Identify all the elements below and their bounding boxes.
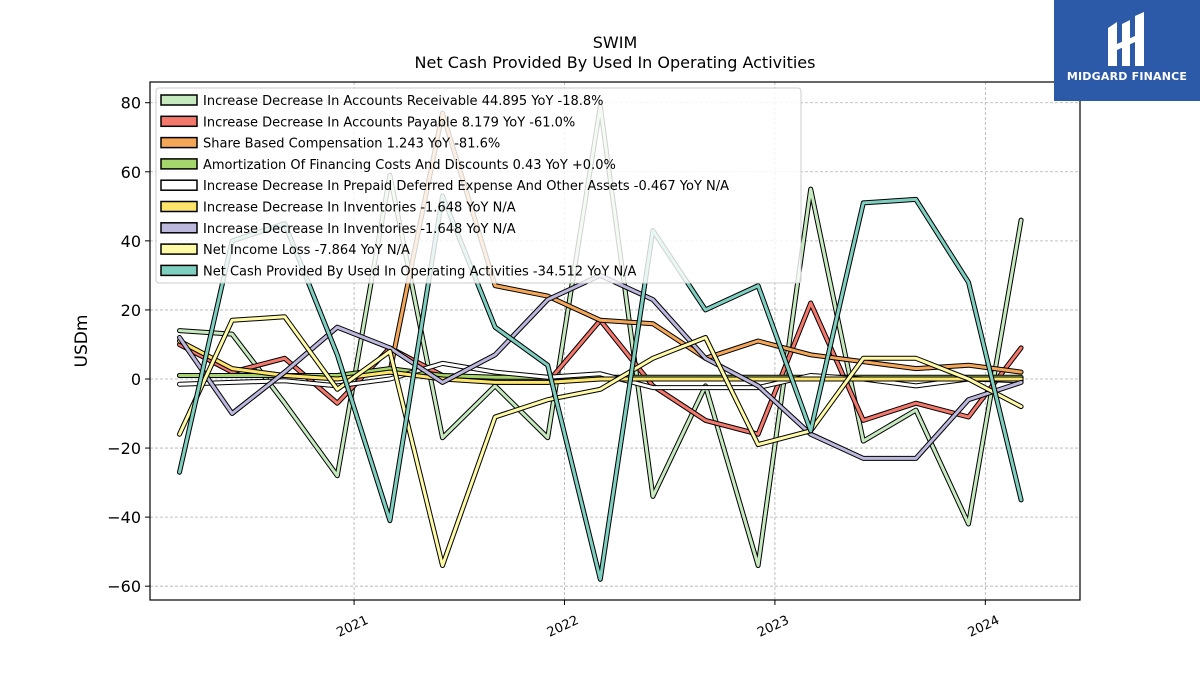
series-line (178, 339, 1023, 384)
y-tick-label: 40 (121, 232, 141, 251)
brand-name: MIDGARD FINANCE (1066, 70, 1188, 83)
legend-swatch (160, 200, 198, 213)
y-tick-label: −40 (107, 508, 141, 527)
legend-swatch (160, 94, 198, 106)
x-tick-label: 2023 (755, 613, 791, 641)
legend-label: Increase Decrease In Accounts Receivable… (203, 94, 604, 109)
y-tick-label: −20 (107, 439, 141, 458)
x-tick-label: 2024 (966, 613, 1002, 641)
legend-label: Increase Decrease In Prepaid Deferred Ex… (203, 179, 729, 194)
legend-label: Net Income Loss -7.864 YoY N/A (203, 243, 410, 258)
series-line (178, 194, 1023, 581)
legend-swatch (160, 264, 198, 277)
legend-label: Increase Decrease In Accounts Payable 8.… (203, 115, 575, 130)
legend-label: Net Cash Provided By Used In Operating A… (203, 264, 637, 279)
x-tick-label: 2022 (545, 613, 581, 641)
legend: Increase Decrease In Accounts Receivable… (155, 87, 802, 284)
legend-swatch (160, 243, 198, 255)
chart-title: SWIM (593, 33, 638, 52)
y-tick-label: 60 (121, 163, 141, 182)
brand-logo: MIDGARD FINANCE (1054, 0, 1200, 101)
legend-box (155, 87, 802, 284)
legend-swatch (160, 136, 198, 149)
y-axis-label: USDm (72, 315, 92, 368)
brand-mark-icon (1108, 12, 1144, 66)
legend-swatch (160, 158, 198, 170)
y-tick-label: 80 (121, 94, 141, 113)
series-line (178, 315, 1023, 567)
x-axis: 2021 2022 2023 2024 (334, 600, 1002, 641)
legend-label: Amortization Of Financing Costs And Disc… (203, 158, 616, 173)
y-tick-label: 20 (121, 301, 141, 320)
y-tick-label: −60 (107, 577, 141, 596)
legend-label: Share Based Compensation 1.243 YoY -81.6… (203, 137, 500, 152)
y-axis: 80 60 40 20 0 −20 −40 −60 (107, 94, 150, 596)
y-tick-label: 0 (131, 370, 141, 389)
legend-swatch (160, 179, 198, 191)
legend-swatch (160, 115, 198, 128)
legend-label: Increase Decrease In Inventories -1.648 … (203, 222, 516, 237)
legend-label: Increase Decrease In Inventories -1.648 … (203, 201, 516, 216)
plot-frame (149, 81, 1081, 601)
x-tick-label: 2021 (334, 613, 370, 641)
legend-swatch (160, 222, 198, 234)
chart-subtitle: Net Cash Provided By Used In Operating A… (415, 53, 816, 72)
